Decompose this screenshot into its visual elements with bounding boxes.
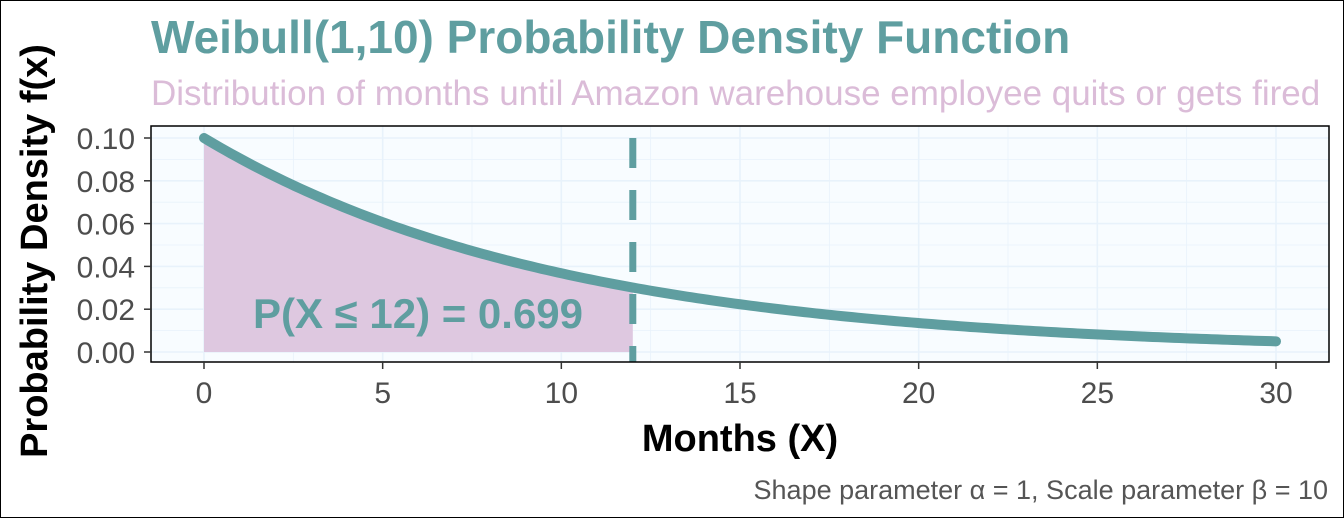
x-tick-label: 0: [196, 377, 213, 410]
y-tick-label: 0.10: [77, 123, 135, 156]
x-tick-label: 10: [545, 377, 578, 410]
y-axis-ticks: 0.00 0.02 0.04 0.06 0.08 0.10: [77, 123, 151, 370]
y-tick-label: 0.04: [77, 251, 135, 284]
probability-shaded-area: [204, 138, 633, 352]
x-axis-ticks: 0 5 10 15 20 25 30: [196, 362, 1293, 410]
chart-title: Weibull(1,10) Probability Density Functi…: [151, 11, 1070, 63]
probability-annotation: P(X ≤ 12) = 0.699: [253, 290, 583, 337]
x-tick-label: 30: [1259, 377, 1292, 410]
x-tick-label: 20: [902, 377, 935, 410]
x-tick-label: 5: [374, 377, 391, 410]
chart-subtitle: Distribution of months until Amazon ware…: [151, 74, 1320, 113]
density-curve: [199, 133, 1281, 347]
y-tick-label: 0.02: [77, 294, 135, 327]
y-axis-title: Probability Density f(x): [14, 44, 56, 458]
x-tick-label: 15: [723, 377, 756, 410]
y-tick-label: 0.06: [77, 209, 135, 242]
x-tick-label: 25: [1081, 377, 1114, 410]
gridlines: [151, 126, 1329, 362]
chart-caption: Shape parameter α = 1, Scale parameter β…: [754, 475, 1328, 505]
y-tick-label: 0.08: [77, 166, 135, 199]
x-axis-title: Months (X): [642, 418, 838, 460]
y-tick-label: 0.00: [77, 337, 135, 370]
